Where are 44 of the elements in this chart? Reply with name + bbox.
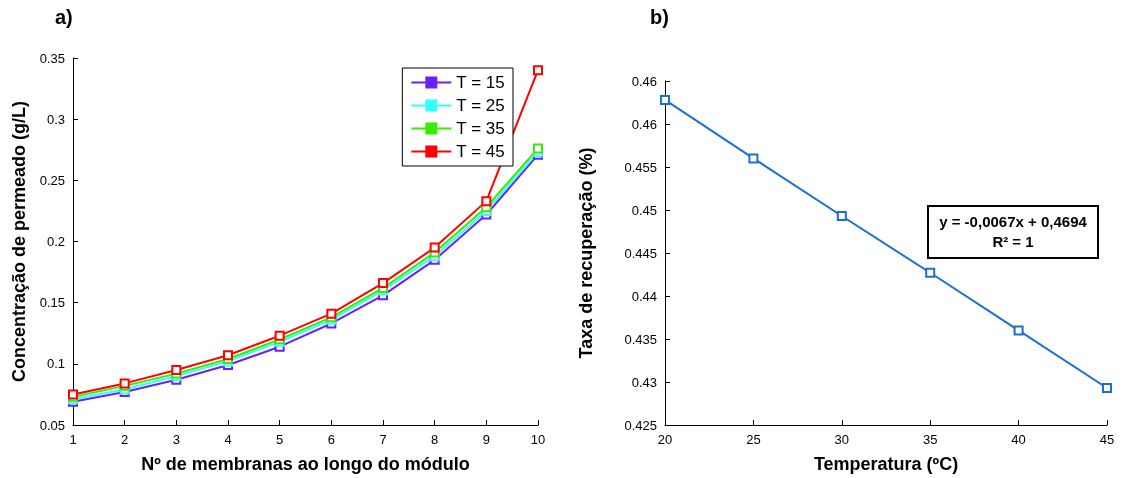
y-tick-label: 0.435 [624,331,657,347]
y-tick-label: 0.46 [631,73,657,89]
annotation: R² = 1 [992,233,1034,250]
x-tick-label: 7 [379,432,387,447]
x-tick-label: 2 [121,432,129,447]
x-tick-label: 35 [922,432,938,447]
y-tick-label: 0.1 [46,356,65,372]
x-tick-label: 4 [224,432,232,447]
y-tick-label: 0.46 [631,116,657,132]
legend-label: T = 15 [456,73,505,92]
y-tick-label: 0.15 [39,295,65,311]
y-tick-label: 0.05 [39,417,65,433]
chart-title: a) [55,6,73,28]
x-tick-label: 3 [172,432,180,447]
x-tick-label: 25 [746,432,761,447]
x-tick-label: 10 [530,432,546,447]
x-tick-label: 40 [1011,432,1026,447]
y-tick-label: 0.455 [624,159,657,175]
y-tick-label: 0.3 [46,111,65,127]
y-axis-title: Taxa de recuperação (%) [576,147,596,359]
x-tick-label: 5 [276,432,284,447]
x-tick-label: 45 [1099,432,1115,447]
legend-label: T = 45 [456,142,505,161]
y-tick-label: 0.44 [631,288,657,304]
y-tick-label: 0.2 [46,234,65,249]
y-tick-label: 0.425 [624,417,657,433]
chart-title: b) [650,6,669,28]
x-axis-title: Temperatura (ºC) [813,454,959,474]
x-tick-label: 1 [69,432,77,447]
x-tick-label: 6 [327,432,335,447]
legend-label: T = 35 [456,119,505,138]
annotation: y = -0,0067x + 0,4694 [939,213,1088,230]
x-tick-label: 9 [482,432,490,447]
y-tick-label: 0.43 [631,374,657,390]
legend-label: T = 25 [456,96,505,115]
x-tick-label: 30 [834,432,850,447]
x-tick-label: 8 [431,432,439,447]
y-axis-title: Concentração de permeado (g/L) [9,100,29,383]
y-tick-label: 0.35 [39,50,65,66]
x-axis-title: Nº de membranas ao longo do módulo [141,454,470,474]
y-tick-label: 0.25 [39,172,65,188]
x-tick-label: 20 [657,432,673,447]
y-tick-label: 0.45 [631,202,657,218]
y-tick-label: 0.445 [624,245,657,261]
